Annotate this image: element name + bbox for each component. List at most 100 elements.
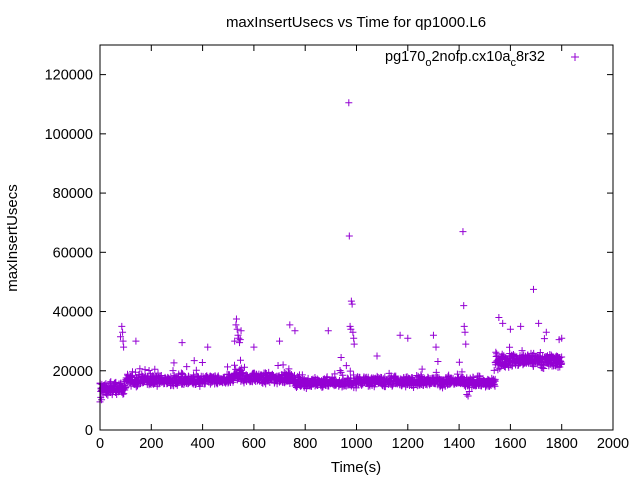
data-point [348, 300, 356, 308]
y-tick-label: 120000 [45, 68, 93, 84]
y-axis-label: maxInsertUsecs [4, 184, 21, 292]
data-point [490, 381, 498, 389]
data-point [276, 337, 284, 345]
data-point [298, 371, 306, 379]
data-point [518, 347, 526, 355]
data-point [542, 328, 550, 336]
data-point [469, 373, 477, 381]
data-point [558, 334, 566, 342]
data-point [204, 343, 212, 351]
chart-title: maxInsertUsecs vs Time for qp1000.L6 [226, 14, 486, 31]
data-point [347, 297, 355, 305]
x-tick-label: 0 [96, 436, 104, 452]
legend-label-part: 8r32 [516, 49, 545, 65]
legend-label-subscript: c [510, 57, 516, 69]
x-axis: 0 200 400 600 800 1000 1200 1400 1600 1800 2000 [96, 45, 629, 452]
data-point [235, 334, 243, 342]
data-point [345, 99, 353, 107]
data-point [323, 373, 331, 381]
x-tick-label: 2000 [597, 436, 629, 452]
data-point [345, 232, 353, 240]
data-point [119, 328, 127, 336]
x-axis-label: Time(s) [331, 459, 381, 476]
data-point [240, 363, 248, 371]
data-point [535, 319, 543, 327]
data-point [432, 368, 440, 376]
data-point [464, 392, 472, 400]
data-point [506, 350, 514, 358]
y-tick-label: 20000 [53, 364, 93, 380]
x-tick-label: 1800 [546, 436, 578, 452]
data-point [418, 365, 426, 373]
data-point [192, 366, 200, 374]
data-point [183, 363, 191, 371]
data-point [558, 353, 566, 361]
data-point [118, 322, 126, 330]
data-point [250, 343, 258, 351]
data-point [196, 382, 204, 390]
legend: pg170o2nofp.cx10ac8r32 [385, 49, 579, 69]
data-point [237, 327, 245, 335]
data-point [178, 339, 186, 347]
data-point [291, 327, 299, 335]
data-point [495, 313, 503, 321]
data-point [350, 334, 358, 342]
legend-label-subscript: o [425, 57, 431, 69]
data-point [459, 228, 467, 236]
data-point [120, 343, 128, 351]
data-point [98, 396, 106, 404]
data-point [460, 302, 468, 310]
data-point [506, 343, 514, 351]
data-point [404, 334, 412, 342]
data-point [337, 368, 345, 376]
x-tick-label: 600 [242, 436, 266, 452]
data-point [429, 331, 437, 339]
data-point [352, 384, 360, 392]
data-point [324, 327, 332, 335]
data-point [462, 340, 470, 348]
x-tick-label: 1000 [340, 436, 372, 452]
data-point [396, 331, 404, 339]
data-point [337, 353, 345, 361]
x-tick-label: 400 [190, 436, 214, 452]
x-tick-label: 1400 [443, 436, 475, 452]
data-point [491, 375, 499, 383]
plot-frame [99, 44, 614, 431]
data-point [136, 365, 144, 373]
data-point [529, 285, 537, 293]
data-point [128, 368, 136, 376]
data-point [373, 352, 381, 360]
data-point [230, 376, 238, 384]
data-point [190, 357, 198, 365]
data-point [506, 325, 514, 333]
x-tick-label: 800 [293, 436, 317, 452]
data-point [279, 361, 287, 369]
data-point [198, 359, 206, 367]
data-point [151, 365, 159, 373]
data-point [119, 337, 127, 345]
data-point [461, 328, 469, 336]
data-point [465, 388, 473, 395]
data-point [236, 356, 244, 364]
y-tick-label: 60000 [53, 245, 93, 261]
data-point [434, 358, 442, 366]
y-tick-label: 100000 [45, 127, 93, 143]
data-point [237, 364, 245, 372]
legend-marker [571, 53, 579, 61]
data-point [128, 371, 136, 379]
data-point [117, 333, 125, 341]
data-point [102, 380, 110, 388]
data-point [331, 370, 339, 378]
data-point [145, 366, 153, 374]
data-point [230, 361, 238, 369]
legend-label-part: 2nofp.cx10a [431, 49, 511, 65]
data-point [499, 319, 507, 327]
data-point [339, 371, 347, 379]
data-point [517, 322, 525, 330]
data-point [286, 321, 294, 329]
data-point [460, 322, 468, 330]
data-point [490, 366, 498, 374]
y-axis: 0 20000 40000 60000 80000 100000 120000 [45, 68, 613, 439]
